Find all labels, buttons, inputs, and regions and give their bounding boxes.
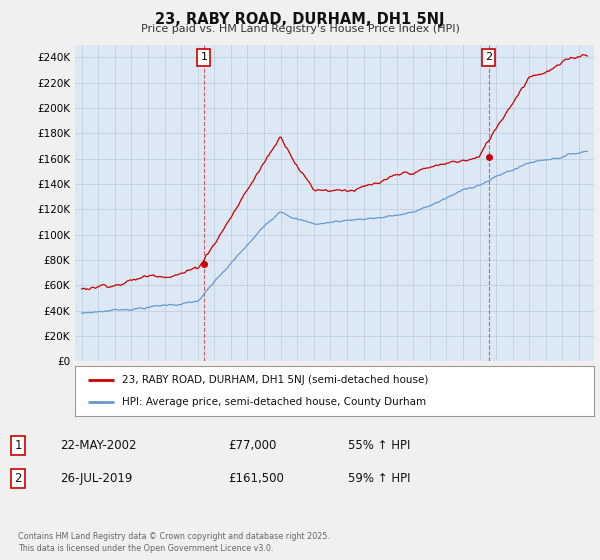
Text: 55% ↑ HPI: 55% ↑ HPI <box>348 438 410 452</box>
Text: HPI: Average price, semi-detached house, County Durham: HPI: Average price, semi-detached house,… <box>122 396 426 407</box>
Text: 23, RABY ROAD, DURHAM, DH1 5NJ (semi-detached house): 23, RABY ROAD, DURHAM, DH1 5NJ (semi-det… <box>122 375 428 385</box>
Text: 26-JUL-2019: 26-JUL-2019 <box>60 472 133 486</box>
Text: 22-MAY-2002: 22-MAY-2002 <box>60 438 137 452</box>
Text: 1: 1 <box>200 53 208 63</box>
Text: 2: 2 <box>485 53 492 63</box>
Text: 2: 2 <box>14 472 22 486</box>
Text: 59% ↑ HPI: 59% ↑ HPI <box>348 472 410 486</box>
Text: £77,000: £77,000 <box>228 438 277 452</box>
Text: 1: 1 <box>14 438 22 452</box>
Text: Price paid vs. HM Land Registry's House Price Index (HPI): Price paid vs. HM Land Registry's House … <box>140 24 460 34</box>
Text: 23, RABY ROAD, DURHAM, DH1 5NJ: 23, RABY ROAD, DURHAM, DH1 5NJ <box>155 12 445 27</box>
Text: £161,500: £161,500 <box>228 472 284 486</box>
Text: Contains HM Land Registry data © Crown copyright and database right 2025.
This d: Contains HM Land Registry data © Crown c… <box>18 533 330 553</box>
